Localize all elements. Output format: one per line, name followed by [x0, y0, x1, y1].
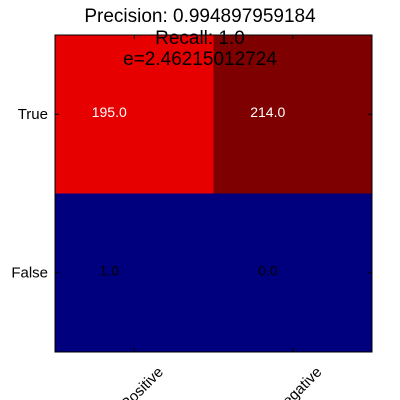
heatmap-cell-false-positive	[55, 193, 214, 353]
heatmap-cell-true-positive	[55, 35, 214, 194]
y-tick-labels: True False	[11, 106, 48, 282]
x-tick-label-positive: Positive	[118, 364, 167, 400]
heatmap-cell-false-negative	[213, 193, 373, 353]
chart-title-line-1: Precision: 0.994897959184	[84, 6, 316, 27]
axes-frame	[54, 34, 373, 353]
cell-value-label: 0.0	[258, 262, 278, 278]
y-tick-label-true: True	[18, 106, 48, 123]
cell-value-label: 214.0	[250, 104, 285, 120]
axis-ticks	[55, 35, 372, 352]
heatmap-cell-true-negative	[213, 35, 373, 194]
x-tick-labels: Positive Negative	[118, 364, 326, 400]
chart-title-line-3: e=2.46215012724	[123, 49, 277, 70]
cell-value-labels: 195.0 214.0 1.0 0.0	[92, 104, 286, 279]
x-tick-label-negative: Negative	[272, 364, 326, 400]
chart-title-line-2: Recall: 1.0	[155, 28, 245, 49]
cell-value-label: 195.0	[92, 104, 127, 120]
heatmap-cells	[55, 35, 373, 353]
y-tick-label-false: False	[11, 265, 48, 282]
cell-value-label: 1.0	[100, 262, 120, 278]
